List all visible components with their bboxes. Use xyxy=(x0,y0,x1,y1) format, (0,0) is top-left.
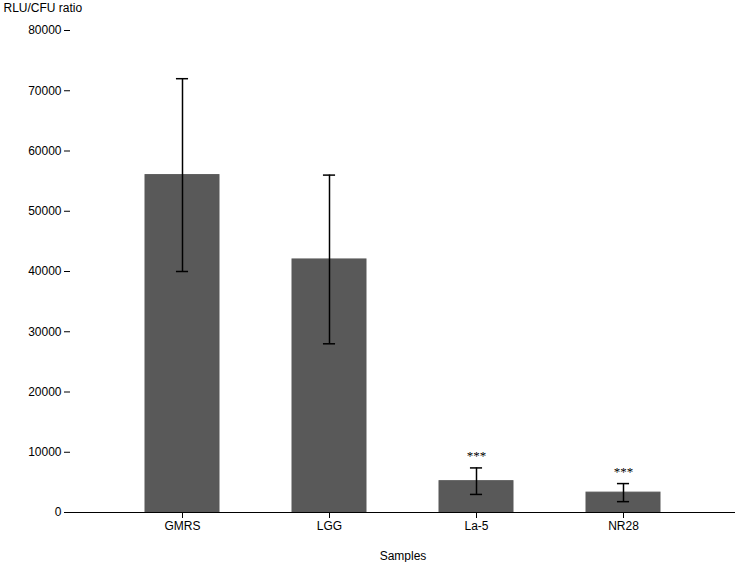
svg-text:LGG: LGG xyxy=(317,519,342,533)
svg-text:RLU/CFU ratio: RLU/CFU ratio xyxy=(4,1,83,15)
svg-text:***: *** xyxy=(467,448,487,463)
svg-text:Samples: Samples xyxy=(380,549,427,562)
svg-text:60000: 60000 xyxy=(28,144,62,158)
svg-text:***: *** xyxy=(614,464,634,479)
svg-text:30000: 30000 xyxy=(28,325,62,339)
svg-text:40000: 40000 xyxy=(28,264,62,278)
svg-text:70000: 70000 xyxy=(28,84,62,98)
svg-text:La-5: La-5 xyxy=(464,519,488,533)
svg-text:10000: 10000 xyxy=(28,445,62,459)
svg-text:20000: 20000 xyxy=(28,385,62,399)
svg-text:GMRS: GMRS xyxy=(165,519,201,533)
svg-text:50000: 50000 xyxy=(28,204,62,218)
svg-text:80000: 80000 xyxy=(28,23,62,37)
svg-text:NR28: NR28 xyxy=(608,519,639,533)
svg-text:0: 0 xyxy=(55,505,62,519)
